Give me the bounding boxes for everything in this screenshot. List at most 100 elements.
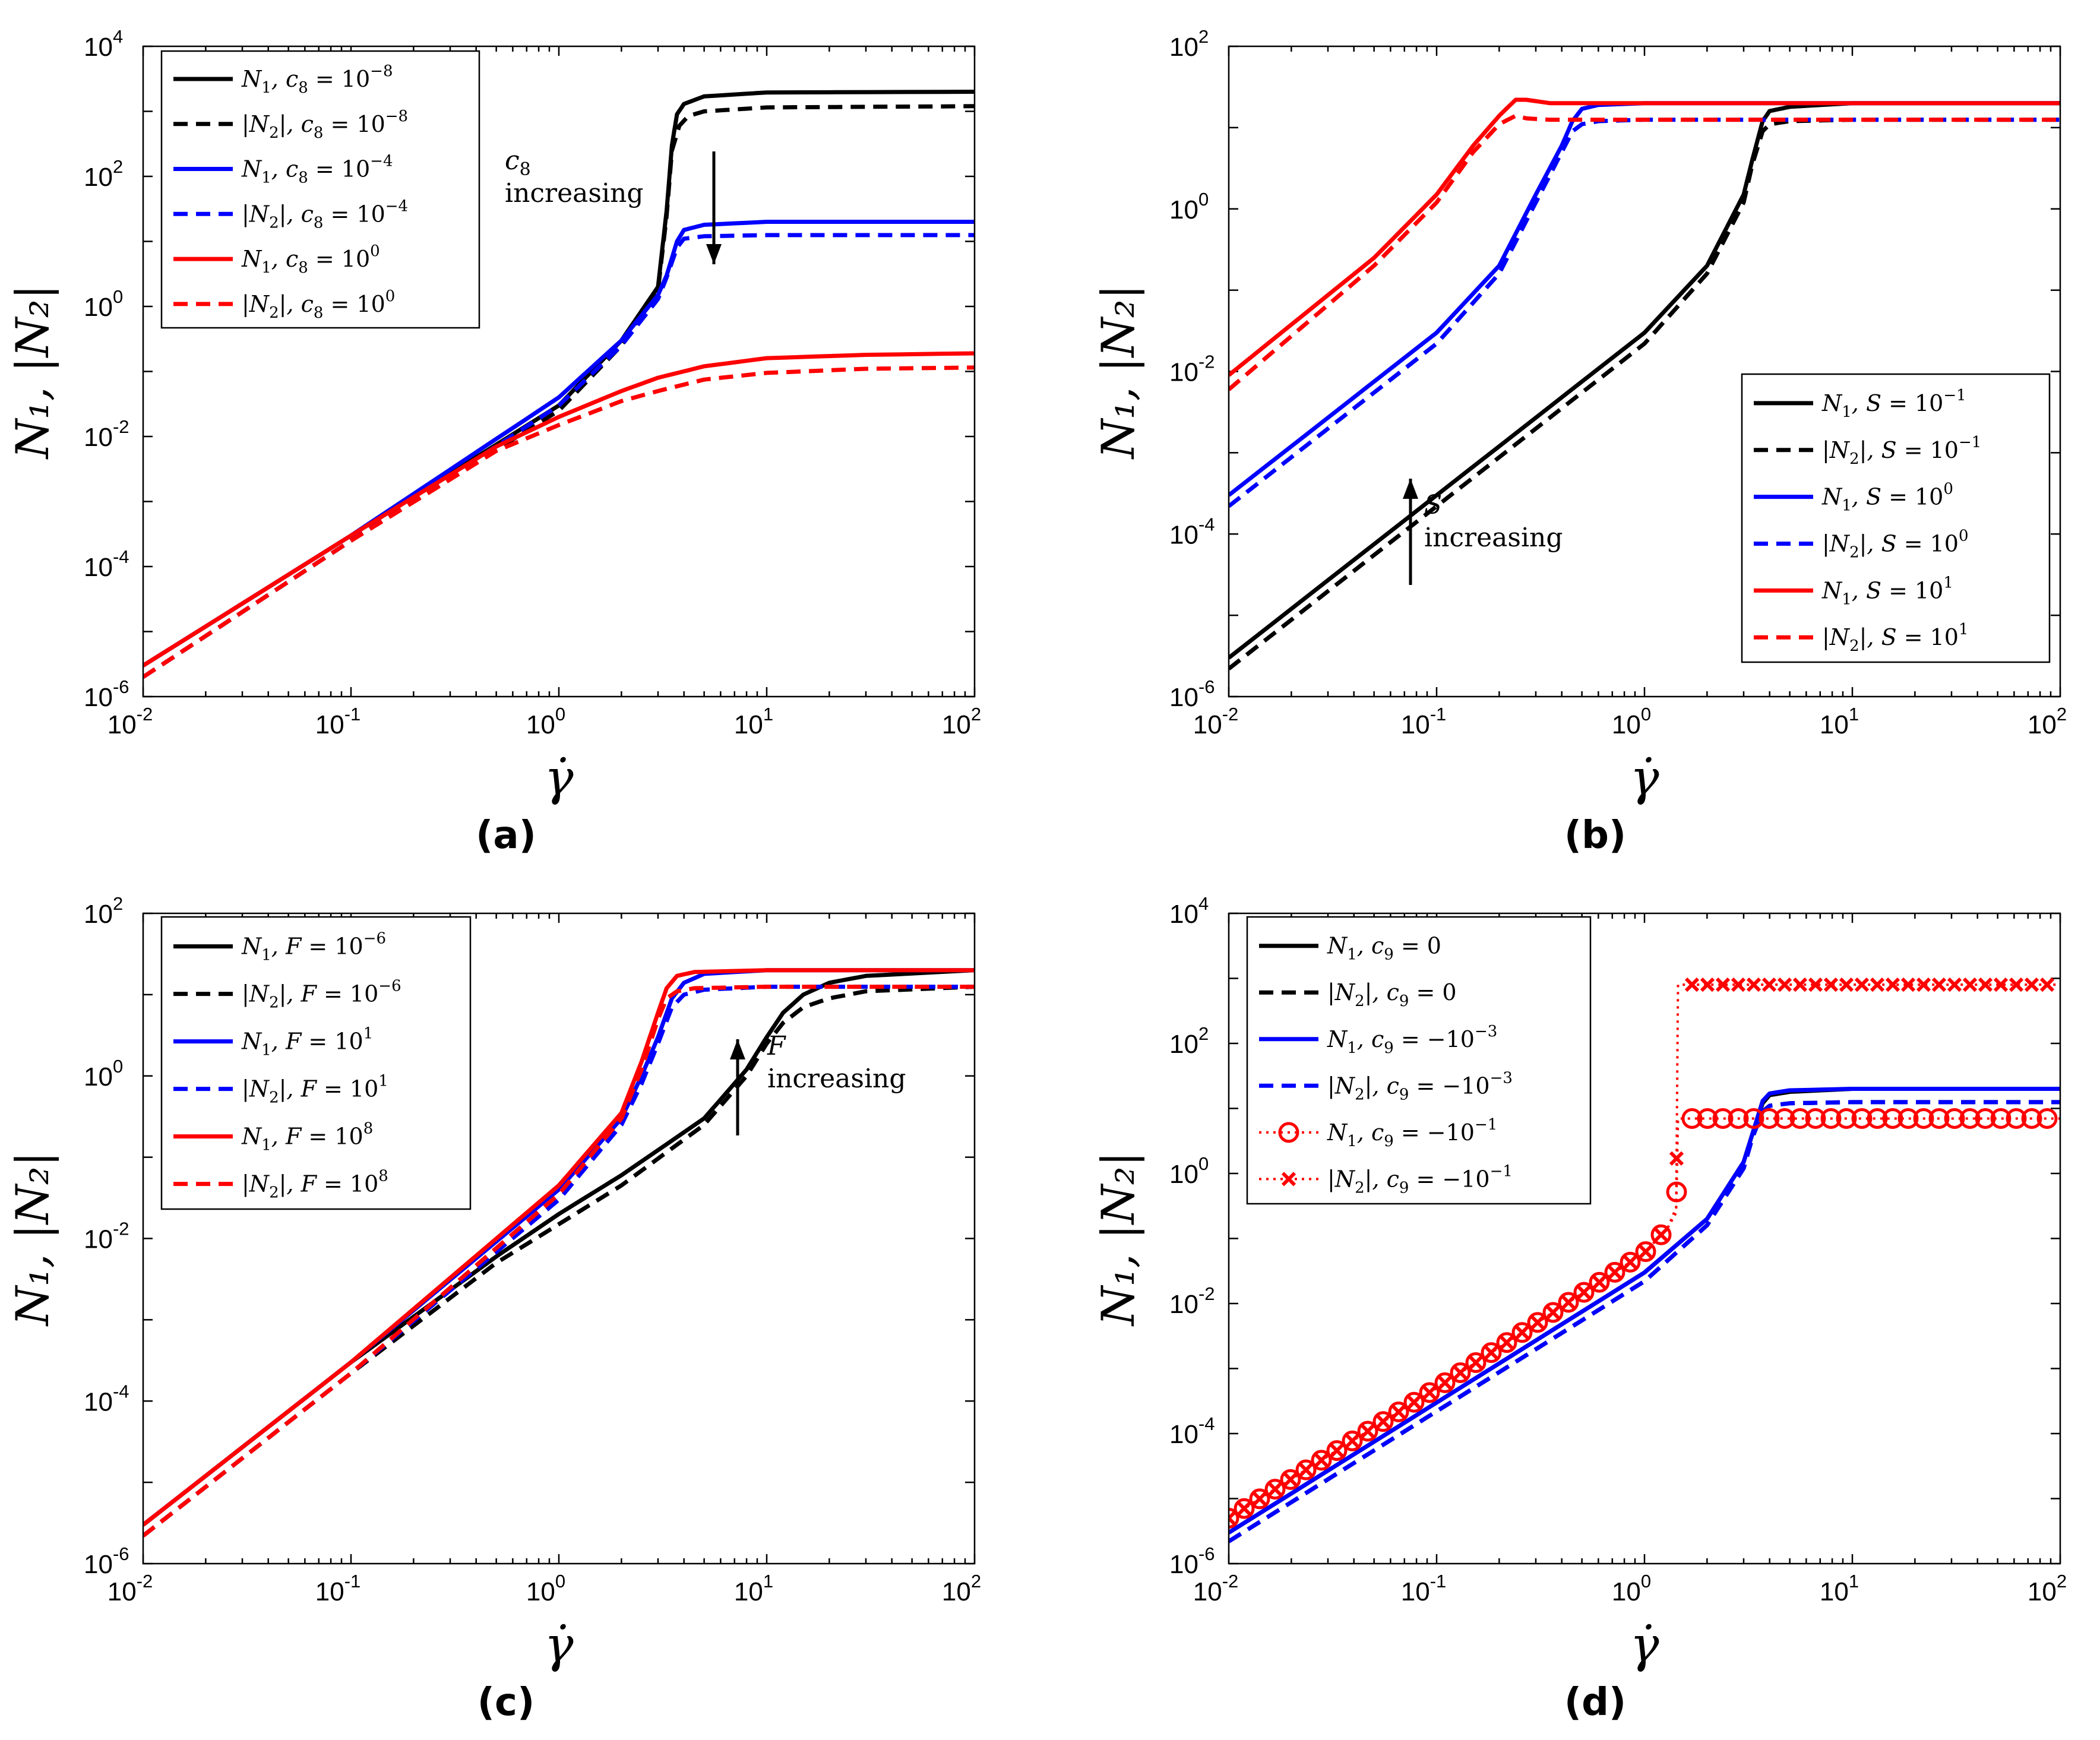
- x-tick-label: 10-2: [1193, 1571, 1239, 1606]
- legend-marker: [1281, 1172, 1296, 1187]
- y-tick-exponent: 0: [113, 286, 123, 307]
- y-tick-base: 10: [1169, 520, 1198, 549]
- x-tick-base: 10: [1820, 1577, 1849, 1606]
- legend-param: |, F: [279, 981, 318, 1007]
- annotation-arrow-head: [730, 1039, 745, 1059]
- legend-value: = 10: [1897, 437, 1959, 463]
- legend-param: , F: [271, 1029, 302, 1055]
- cross-marker: [1267, 1482, 1283, 1497]
- circle-marker: [1681, 1108, 1703, 1129]
- circle-marker: [1620, 1251, 1641, 1273]
- panel-caption: (d): [1564, 1681, 1626, 1725]
- series-line: [143, 985, 975, 1537]
- legend-var: N: [1821, 577, 1843, 603]
- circle-marker: [1697, 1108, 1718, 1129]
- x-tick-label: 10-1: [315, 1571, 361, 1606]
- y-tick-exponent: -2: [113, 416, 129, 437]
- x-tick-base: 10: [526, 710, 555, 739]
- y-axis-label: N₁, |N₂|: [6, 284, 59, 460]
- x-tick-label: 102: [2028, 704, 2067, 739]
- legend-value: = 10: [308, 156, 370, 182]
- x-tick-label: 100: [526, 1571, 565, 1606]
- series-5: [1229, 113, 2060, 391]
- series-group: [143, 90, 975, 679]
- legend-entry: N1, F = 101: [241, 1025, 373, 1059]
- circle-marker: [1403, 1391, 1425, 1413]
- circle-marker: [1774, 1108, 1795, 1129]
- y-tick-base: 10: [1169, 683, 1198, 712]
- legend-var-sub: 2: [1849, 637, 1859, 655]
- x-axis-label: γ̇: [544, 750, 574, 806]
- legend-entry: N1, S = 100: [1821, 480, 1953, 515]
- x-tick-exponent: 2: [971, 1571, 981, 1592]
- y-tick-exponent: -2: [113, 1219, 129, 1239]
- x-tick-base: 10: [107, 710, 137, 739]
- circle-marker: [1789, 1108, 1811, 1129]
- y-tick-base: 10: [1169, 358, 1198, 387]
- x-axis-label: γ̇: [1630, 1617, 1659, 1673]
- legend-entry: N1, F = 10−6: [241, 930, 386, 964]
- y-tick-label: 10-6: [84, 1543, 129, 1579]
- cross-marker: [1792, 977, 1808, 992]
- y-tick-base: 10: [84, 553, 113, 582]
- series-line: [1229, 1087, 2060, 1535]
- plot-frame: [142, 912, 976, 1565]
- legend-entry: N1, c8 = 10−4: [241, 153, 393, 187]
- legend-var-sub: 1: [1842, 403, 1852, 421]
- x-tick-label: 101: [1820, 704, 1859, 739]
- cross-marker: [1406, 1395, 1422, 1410]
- legend-param-sub: 8: [314, 214, 324, 232]
- legend-exponent: −3: [1490, 1069, 1513, 1087]
- legend-var: |N: [1822, 624, 1851, 650]
- cross-marker: [1236, 1501, 1252, 1516]
- y-tick-exponent: 0: [1198, 1153, 1209, 1174]
- legend-entry: |N2|, c9 = −10−1: [1327, 1162, 1513, 1197]
- legend-value: = −10: [1394, 1119, 1475, 1146]
- legend-var: |N: [242, 981, 270, 1007]
- circle-marker: [1897, 1108, 1919, 1129]
- legend-var-sub: 2: [1355, 1086, 1365, 1103]
- legend-entry: N1, c8 = 100: [241, 242, 380, 277]
- chart-panel-a: 10-2 10-1 100 101 10210-610-410-2100102104γ̇…: [6, 26, 981, 858]
- circle-marker: [1496, 1332, 1517, 1353]
- legend-box: [160, 916, 472, 1210]
- y-tick-exponent: -6: [1198, 1543, 1215, 1564]
- cross-marker: [2039, 977, 2055, 992]
- x-tick-label: 102: [2028, 1571, 2067, 1606]
- series-line: [1229, 1100, 2060, 1543]
- legend-var-sub: 2: [1849, 543, 1859, 561]
- cross-marker: [1375, 1414, 1391, 1429]
- legend-exponent: −1: [1490, 1162, 1513, 1180]
- legend-entry: |N2|, S = 100: [1822, 527, 1969, 561]
- x-tick-label: 10-1: [1401, 1571, 1447, 1606]
- x-tick-label: 100: [1612, 704, 1651, 739]
- circle-marker: [1913, 1108, 1934, 1129]
- annotation-symbol: c8: [505, 145, 531, 180]
- annotation-symbol: S: [1424, 490, 1442, 520]
- y-tick-base: 10: [84, 683, 113, 712]
- circle-marker: [1481, 1342, 1502, 1363]
- legend-param-sub: 9: [1384, 946, 1394, 964]
- circle-marker: [1511, 1322, 1533, 1343]
- x-tick-label: 10-2: [1193, 704, 1239, 739]
- legend-param-sub: 9: [1399, 1179, 1409, 1197]
- series-0: [143, 968, 975, 1527]
- circle-marker: [1434, 1372, 1456, 1393]
- legend-entry: |N2|, S = 101: [1822, 621, 1969, 655]
- x-tick-base: 10: [107, 1577, 137, 1606]
- circle-marker: [1728, 1108, 1749, 1129]
- cross-marker: [1885, 977, 1900, 992]
- legend-exponent: −1: [1959, 434, 1981, 451]
- legend-value: = 10: [308, 246, 370, 272]
- annotation-symbol: F: [767, 1031, 786, 1061]
- y-tick-exponent: 4: [113, 26, 123, 47]
- legend-param: , F: [271, 1124, 302, 1150]
- series-line: [1229, 1117, 2060, 1520]
- x-tick-exponent: 2: [2057, 704, 2067, 725]
- circle-marker: [1851, 1108, 1873, 1129]
- legend-entry: |N2|, c8 = 10−8: [242, 107, 408, 142]
- legend-param: , c: [271, 156, 298, 182]
- series-4: [1229, 1108, 2060, 1529]
- series-5: [1229, 977, 2060, 1526]
- y-tick-base: 10: [1169, 1160, 1198, 1189]
